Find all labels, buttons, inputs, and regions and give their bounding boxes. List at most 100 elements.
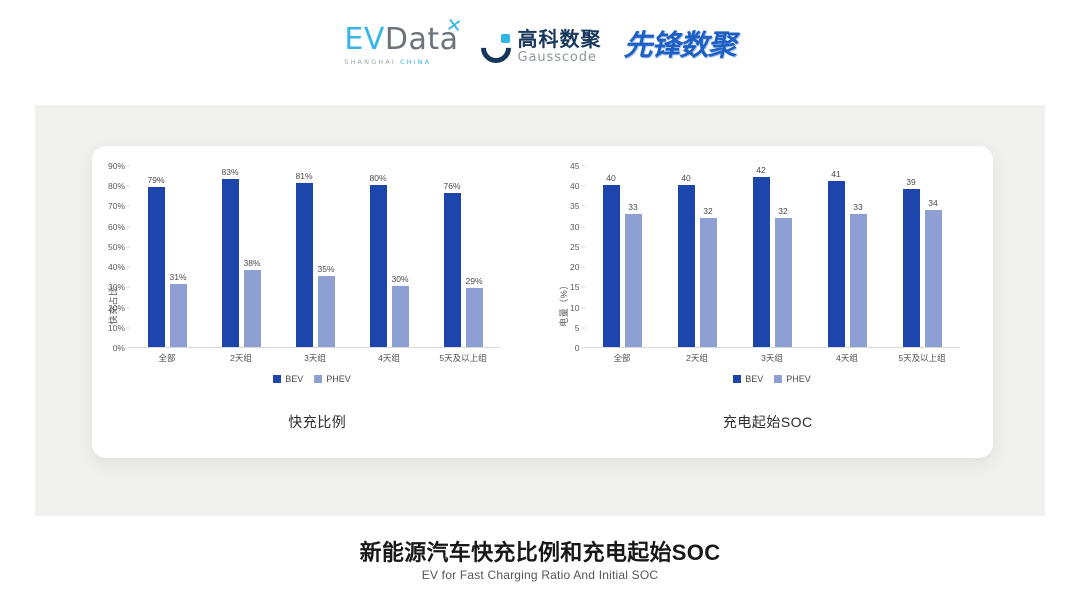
y-axis-tick-label: 70% [107,201,125,212]
bar-bev[interactable]: 39 [902,177,920,347]
legend-swatch-icon [774,375,783,383]
x-axis-tick-label: 3天组 [304,353,326,363]
evdata-subtitle: SHANGHAI CHINA [344,58,458,66]
y-axis-tick-mark [126,266,130,268]
bar-phev[interactable]: 38% [243,258,261,347]
plot-area: 0% 10% 20% 30% 40% 50% 60% 70% 80% 90% 79% 31% 83% 38… [108,161,500,353]
bar-value-label: 39 [906,177,916,188]
y-axis-tick-mark [580,226,585,228]
y-axis-tick-mark [580,286,585,288]
y-axis-tick-mark [580,347,585,349]
y-axis-tick-label: 0% [112,343,125,353]
chart-caption: 快充比例 [288,414,347,430]
bar-bev[interactable]: 40 [602,173,620,347]
chart-fast-charging-ratio: 快充占比 0% 10% 20% 30% 40% 50% 60% 70% 80% 90% 79% 31% 8… [92,146,543,458]
bar-value-label: 83% [221,167,239,178]
bar-group: 40 32 [660,165,735,347]
legend-item-bev[interactable]: BEV [733,374,763,384]
bar-fill [699,217,717,347]
y-axis-tick-label: 25 [570,241,580,252]
y-axis-tick-mark [126,246,130,248]
bar-bev[interactable]: 79% [147,175,165,347]
bar-bev[interactable]: 40 [677,173,695,347]
evdata-wordmark: EVData ✕ [344,14,464,57]
gausscode-en-text: Gausscode [517,50,597,66]
evdata-ev-text: EV [344,22,385,57]
y-axis-tick-mark [580,205,585,207]
bar-phev[interactable]: 31% [169,272,187,347]
bar-value-label: 33 [853,201,863,212]
x-axis-tick-label: 3天组 [761,353,783,363]
y-axis-tick-label: 40 [570,181,580,192]
x-axis-tick-label: 4天组 [836,353,858,363]
y-axis-tick-label: 90% [107,161,125,171]
bar-fill [752,177,770,347]
chart-initial-soc: 电量（%） 0 5 10 15 20 25 30 35 40 45 40 33 40 32 42 32 41 33 3… [543,146,994,458]
bar-value-label: 32 [778,205,788,216]
page-title: 新能源汽车快充比例和充电起始SOC [359,540,721,565]
bar-bev[interactable]: 76% [443,181,461,347]
y-axis-tick-label: 10 [570,302,580,313]
legend-label: PHEV [786,374,811,384]
bar-value-label: 38% [243,258,261,269]
bar-fill [295,183,313,347]
bar-bev[interactable]: 83% [221,167,239,347]
bar-phev[interactable]: 33 [849,202,867,347]
bar-fill [602,185,620,347]
legend-label: BEV [745,374,764,384]
bar-phev[interactable]: 32 [699,206,717,347]
x-axis-tick-label: 全部 [613,353,631,363]
bar-bev[interactable]: 41 [827,169,845,347]
y-axis-tick-label: 35 [570,201,580,212]
y-axis-tick-mark [126,307,130,309]
bar-bev[interactable]: 81% [295,171,313,347]
xianfeng-logo: 先锋数聚 [623,30,737,62]
bar-value-label: 79% [147,175,165,186]
bar-value-label: 80% [369,173,387,184]
bar-group: 83% 38% [204,165,278,347]
legend-swatch-icon [273,375,282,383]
bar-phev[interactable]: 33 [624,202,642,347]
bar-value-label: 29% [465,276,483,287]
bar-fill [624,213,642,347]
evdata-country-text: CHINA [400,58,432,66]
bar-value-label: 34 [928,197,938,208]
gausscode-logo: 高科数聚 Gausscode [474,26,602,69]
y-axis-tick-label: 0 [574,343,580,353]
x-axis-labels: 全部 2天组 3天组 4天组 5天及以上组 [130,352,500,364]
bar-fill [169,284,187,347]
bar-phev[interactable]: 32 [774,206,792,347]
y-axis-tick-mark [126,286,130,288]
y-axis-tick-mark [126,327,130,329]
legend-item-phev[interactable]: PHEV [314,374,351,384]
bar-group: 39 34 [885,165,960,347]
bar-phev[interactable]: 34 [924,198,942,347]
bar-group: 41 33 [810,165,885,347]
bar-group: 80% 30% [352,165,426,347]
legend-label: PHEV [326,374,351,384]
bar-group: 40 33 [585,165,660,347]
bar-bev[interactable]: 80% [369,173,387,347]
bar-phev[interactable]: 29% [465,276,483,347]
y-axis-tick-mark [580,185,585,187]
legend-swatch-icon [314,375,323,383]
y-axis-ticks: 0 5 10 15 20 25 30 35 40 45 [570,161,960,353]
bar-value-label: 41 [831,169,841,180]
legend-item-bev[interactable]: BEV [273,374,303,384]
chart-legend: BEV PHEV [585,374,960,384]
x-axis-tick-label: 5天及以上组 [898,353,946,363]
bar-value-label: 35% [317,264,335,275]
bar-phev[interactable]: 35% [317,264,335,347]
y-axis-tick-label: 15 [570,282,580,293]
y-axis-tick-label: 30 [570,221,580,232]
y-axis-tick-label: 20 [570,262,580,273]
bar-phev[interactable]: 30% [391,274,409,347]
y-axis-tick-mark [126,205,130,207]
legend-item-phev[interactable]: PHEV [774,374,811,384]
y-axis-tick-label: 40% [107,262,125,273]
y-axis-tick-label: 60% [107,221,125,232]
bar-fill [774,217,792,347]
bar-bev[interactable]: 42 [752,165,770,347]
bar-fill [317,276,335,347]
bar-group: 76% 29% [426,165,500,347]
